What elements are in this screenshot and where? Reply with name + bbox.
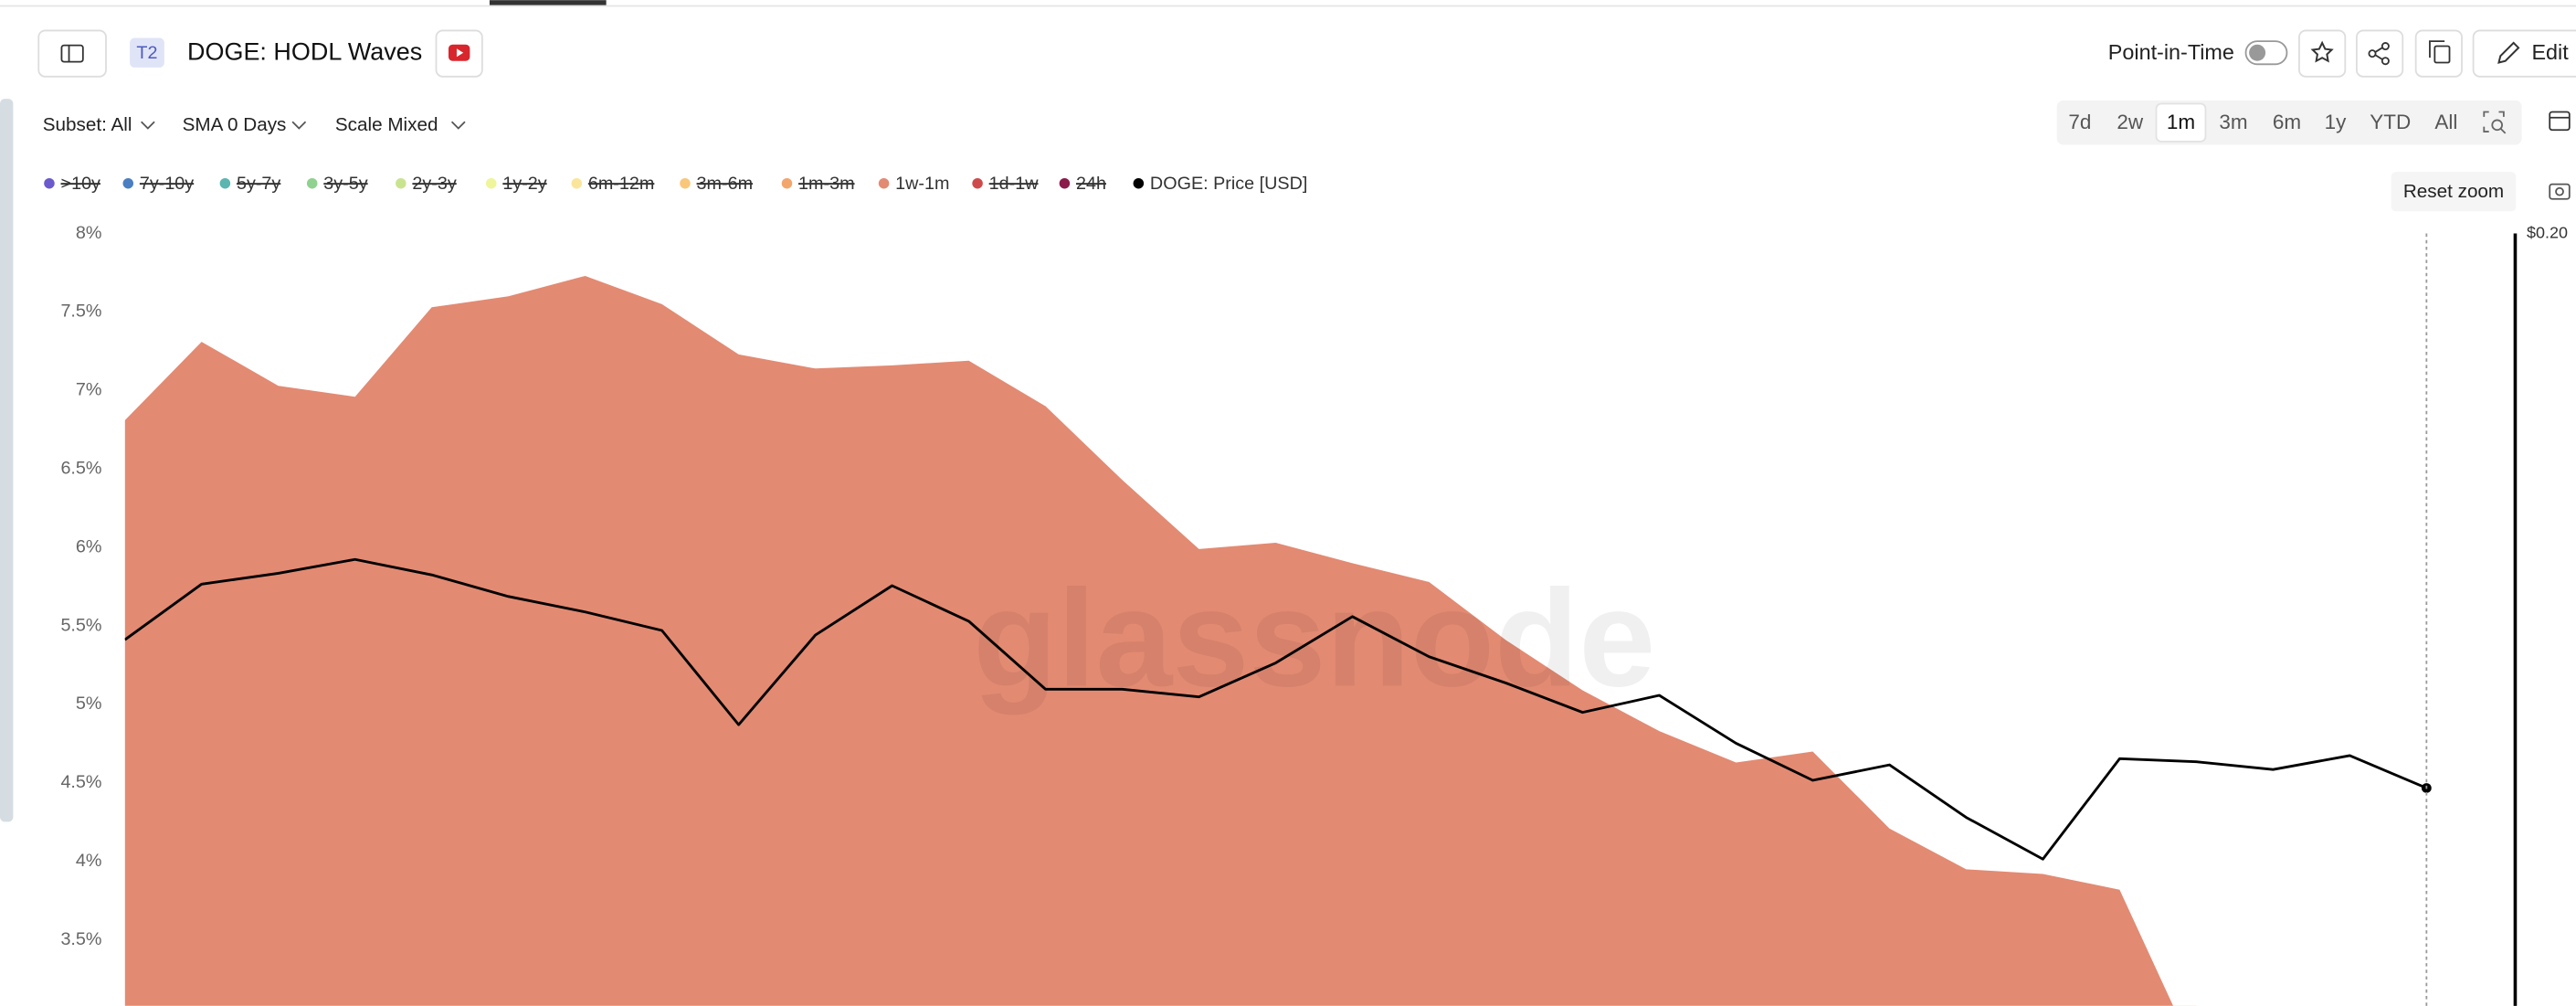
legend-dot	[1133, 177, 1145, 189]
range-selected	[2155, 102, 2207, 143]
share-button[interactable]	[2356, 29, 2404, 78]
range-button[interactable]: 1y	[2325, 111, 2347, 133]
subset-dropdown[interactable]: Subset: All	[43, 114, 155, 135]
legend-dot	[219, 177, 231, 189]
range-label: YTD	[2370, 111, 2411, 133]
legend-item[interactable]: 1y-2y	[485, 174, 547, 194]
scale-label: Scale Mixed	[335, 114, 438, 135]
legend-dot	[878, 177, 890, 189]
chart-title: DOGE: HODL Waves	[187, 38, 422, 66]
scale-dropdown[interactable]: Scale Mixed	[335, 114, 466, 135]
legend-dot	[306, 177, 318, 189]
legend-item[interactable]: 5y-7y	[219, 174, 281, 194]
legend-label: 2y-3y	[412, 174, 456, 194]
legend-dot	[571, 177, 583, 189]
legend-label: 24h	[1076, 174, 1106, 194]
range-button[interactable]: All	[2434, 111, 2457, 133]
legend-dot	[485, 177, 497, 189]
legend-label: 5y-7y	[237, 174, 280, 194]
camera-button[interactable]	[2549, 183, 2571, 200]
legend-item[interactable]: 1m-3m	[781, 174, 855, 194]
legend-item[interactable]: >10y	[44, 174, 100, 194]
legend-label: 1y-2y	[502, 174, 546, 194]
toggle[interactable]	[2244, 40, 2288, 66]
y2-tick-label: $0.20	[2527, 223, 2568, 241]
legend-label: 1w-1m	[895, 174, 949, 194]
star-button[interactable]	[2298, 29, 2347, 78]
reset-zoom-label: Reset zoom	[2403, 181, 2504, 202]
plot-area	[124, 275, 2427, 1006]
subset-label: Subset: All	[43, 114, 132, 135]
watermark: glassnode	[973, 561, 1655, 715]
legend-dot	[1059, 177, 1071, 189]
legend-label: 1m-3m	[798, 174, 854, 194]
range-label: 1y	[2325, 111, 2347, 133]
y-tick-label: 3.5%	[60, 929, 101, 949]
legend-label: 3m-6m	[697, 174, 754, 194]
legend-dot	[122, 177, 134, 189]
range-button[interactable]: 3m	[2219, 111, 2247, 133]
range-label: 2w	[2117, 111, 2143, 133]
range-label: All	[2434, 111, 2457, 133]
reset-zoom-button[interactable]: Reset zoom	[2391, 172, 2517, 212]
line	[124, 557, 2427, 861]
legend-item[interactable]: 3m-6m	[680, 174, 753, 194]
y-tick-label: 4.5%	[60, 772, 101, 792]
edit-label: Edit	[2531, 40, 2569, 64]
legend-dot	[44, 177, 55, 189]
legend-dot	[781, 177, 793, 189]
legend-label: 1d-1w	[989, 174, 1040, 194]
active-tab	[489, 0, 607, 5]
sma-dropdown[interactable]: SMA 0 Days	[183, 114, 307, 135]
range-button[interactable]: 6m	[2273, 111, 2301, 133]
range-button[interactable]: 7d	[2068, 111, 2091, 133]
legend-item[interactable]: 24h	[1059, 174, 1106, 194]
range-button[interactable]: 1m	[2155, 102, 2207, 143]
legend-item[interactable]: 1w-1m	[878, 174, 950, 194]
y-tick-label: 6.5%	[60, 458, 101, 478]
range-label: 3m	[2219, 111, 2247, 133]
legend-label: 7y-10y	[140, 174, 194, 194]
area	[124, 275, 2197, 1006]
legend-item[interactable]: 3y-5y	[306, 174, 368, 194]
y-tick-label: 5%	[76, 694, 102, 714]
legend-item[interactable]: 7y-10y	[122, 174, 195, 194]
range-label: 7d	[2068, 111, 2091, 133]
legend-item[interactable]: 1d-1w	[972, 174, 1039, 194]
y-tick-label: 4%	[76, 851, 102, 871]
range-button[interactable]: 2w	[2117, 111, 2143, 133]
legend-label: 3y-5y	[323, 174, 367, 194]
legend-label: 6m-12m	[588, 174, 655, 194]
y-tick-label: 5.5%	[60, 615, 101, 635]
scrollbar[interactable]	[0, 99, 14, 822]
legend-item[interactable]: 6m-12m	[571, 174, 655, 194]
legend-dot	[972, 177, 983, 189]
y-tick-label: 7.5%	[60, 302, 101, 322]
range-label: 1m	[2167, 111, 2195, 133]
y-tick-label: 6%	[76, 536, 102, 556]
badge-bg	[130, 37, 164, 68]
range-button[interactable]: YTD	[2370, 111, 2411, 133]
badge: T2	[136, 43, 157, 63]
legend-label: >10y	[61, 174, 101, 194]
sidebar-button[interactable]	[37, 29, 107, 78]
calendar-button[interactable]	[2549, 111, 2571, 132]
point-in-time-label: Point-in-Time	[2108, 40, 2234, 64]
edit-button[interactable]: Edit	[2472, 29, 2576, 78]
youtube-button[interactable]	[435, 29, 483, 78]
y-tick-label: 7%	[76, 380, 102, 400]
sma-label: SMA 0 Days	[183, 114, 287, 135]
y-tick-label: 8%	[76, 223, 102, 243]
range-label: 6m	[2273, 111, 2301, 133]
legend-label: DOGE: Price [USD]	[1150, 174, 1307, 194]
zoom-select-button[interactable]	[2483, 111, 2507, 134]
copy-button[interactable]	[2414, 29, 2463, 78]
legend-dot	[680, 177, 691, 189]
legend-item[interactable]: DOGE: Price [USD]	[1133, 174, 1308, 194]
legend-dot	[396, 177, 406, 189]
legend-item[interactable]: 2y-3y	[396, 174, 457, 194]
